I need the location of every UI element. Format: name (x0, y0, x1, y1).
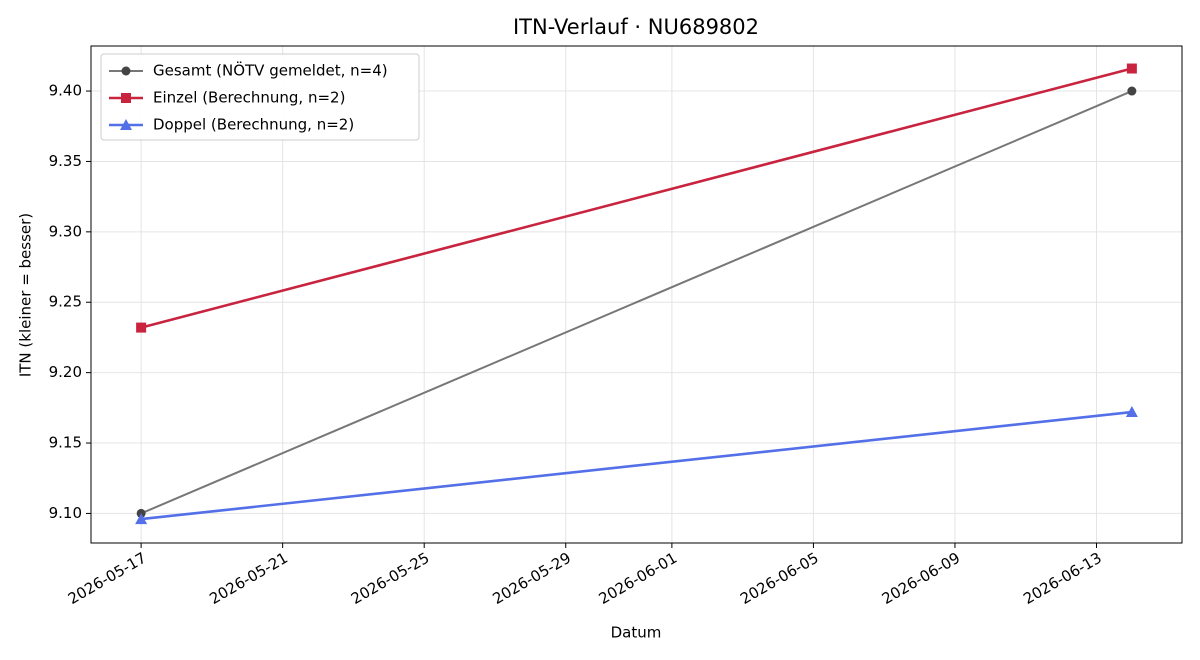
y-tick-label: 9.30 (49, 222, 82, 240)
y-tick-label: 9.25 (49, 293, 82, 311)
y-tick-label: 9.40 (49, 82, 82, 100)
y-tick-label: 9.20 (49, 363, 82, 381)
data-point (1125, 406, 1138, 418)
legend-marker (120, 119, 132, 130)
y-tick-label: 9.10 (49, 504, 82, 522)
series-line (140, 67, 1133, 329)
legend-box (100, 53, 420, 141)
x-tick-label: 2026-05-29 (489, 549, 574, 608)
data-point (136, 322, 147, 333)
y-tick-label: 9.35 (49, 152, 82, 170)
x-axis-label: Datum (611, 624, 662, 642)
chart-title: ITN-Verlauf · NU689802 (513, 15, 759, 39)
legend-label: Gesamt (NÖTV gemeldet, n=4) (153, 61, 388, 80)
x-tick-label: 2026-06-13 (1020, 549, 1105, 608)
y-tick-label: 9.15 (49, 434, 82, 452)
x-tick-label: 2026-06-05 (737, 549, 822, 608)
data-point (1126, 63, 1137, 74)
legend-label: Doppel (Berechnung, n=2) (153, 116, 354, 134)
data-point (1127, 86, 1137, 96)
x-tick-label: 2026-06-01 (596, 549, 681, 608)
x-tick-label: 2026-05-17 (65, 549, 150, 608)
series-line (140, 90, 1133, 515)
legend-marker (121, 93, 131, 103)
plot-frame (90, 45, 1183, 544)
legend-label: Einzel (Berechnung, n=2) (153, 89, 345, 107)
data-point (135, 513, 148, 525)
x-tick-label: 2026-05-21 (206, 549, 291, 608)
y-axis-label: ITN (kleiner = besser) (17, 213, 35, 377)
x-tick-label: 2026-05-25 (348, 549, 433, 608)
x-tick-label: 2026-06-09 (879, 549, 964, 608)
legend-marker (121, 66, 131, 76)
series-line (140, 410, 1133, 521)
